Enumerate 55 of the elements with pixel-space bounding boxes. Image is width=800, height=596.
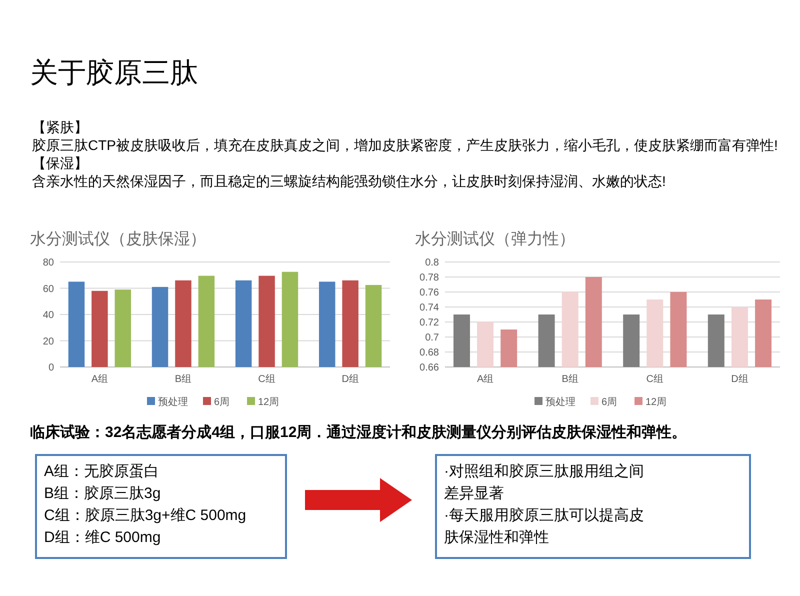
y-tick-label: 0.68 bbox=[420, 348, 440, 358]
y-tick-label: 20 bbox=[42, 336, 54, 348]
x-tick-label: A组 bbox=[91, 373, 108, 385]
bar bbox=[282, 272, 298, 367]
y-tick-label: 0.76 bbox=[420, 288, 440, 298]
legend-label: 12周 bbox=[646, 397, 667, 408]
bar bbox=[342, 280, 358, 367]
bar bbox=[175, 280, 192, 367]
x-tick-label: D组 bbox=[342, 373, 359, 385]
bar bbox=[318, 282, 336, 367]
bar bbox=[68, 282, 85, 367]
y-tick-label: 0.74 bbox=[420, 302, 440, 314]
text: C组：胶原三肽3g+维C 500mg bbox=[44, 507, 246, 524]
x-tick-label: C组 bbox=[258, 373, 276, 385]
text: 关于胶原三肽 bbox=[30, 57, 198, 88]
y-tick-label: 0.7 bbox=[425, 332, 440, 344]
chart-title: 水分测试仪（弹力性） bbox=[415, 230, 575, 248]
y-tick-label: 40 bbox=[42, 310, 54, 321]
x-tick-label: B组 bbox=[562, 373, 578, 385]
legend-label: 预处理 bbox=[158, 396, 188, 408]
text: B组：胶原三肽3g bbox=[44, 485, 161, 502]
text: 差异显著 bbox=[444, 485, 504, 502]
bar bbox=[114, 290, 132, 367]
y-tick-label: 0 bbox=[48, 362, 54, 374]
text: A组：无胶原蛋白 bbox=[44, 463, 160, 480]
x-tick-label: B组 bbox=[174, 373, 192, 385]
bar bbox=[152, 286, 168, 367]
bar bbox=[198, 276, 215, 367]
bar bbox=[258, 276, 275, 367]
text: ·对照组和胶原三肽服用组之间 bbox=[444, 463, 644, 480]
text: 肤保湿性和弹性 bbox=[444, 529, 549, 546]
text: 【保湿】 bbox=[32, 155, 88, 171]
bar bbox=[365, 284, 382, 367]
x-tick-label: D组 bbox=[731, 373, 748, 385]
x-tick-label: C组 bbox=[646, 373, 664, 385]
y-tick-label: 0.66 bbox=[420, 362, 440, 374]
text: 临床试验：32名志愿者分成4组，口服12周．通过湿度计和皮肤测量仪分别评估皮肤保湿性和弹性。 bbox=[30, 423, 687, 441]
x-tick-label: A组 bbox=[476, 373, 494, 385]
text: ·每天服用胶原三肽可以提高皮 bbox=[444, 507, 644, 524]
y-tick-label: 60 bbox=[42, 284, 54, 295]
y-tick-label: 0.78 bbox=[420, 272, 440, 284]
y-tick-label: 0.72 bbox=[420, 318, 440, 328]
y-tick-label: 0.8 bbox=[425, 258, 440, 268]
legend-label: 12周 bbox=[258, 397, 280, 408]
chart-title: 水分测试仪（皮肤保湿） bbox=[30, 230, 206, 248]
bar bbox=[92, 290, 108, 367]
legend-label: 预处理 bbox=[546, 396, 576, 408]
legend-label: 6周 bbox=[602, 397, 618, 408]
y-tick-label: 80 bbox=[42, 258, 54, 268]
text: 胶原三肽CTP被皮肤吸收后，填充在皮肤真皮之间，增加皮肤紧密度，产生皮肤张力，缩小毛孔，使皮肤紧绷而富有弹性! bbox=[32, 137, 778, 153]
text: 【紧肤】 bbox=[32, 119, 88, 135]
text: 含亲水性的天然保湿因子，而且稳定的三螺旋结构能强劲锁住水分，让皮肤时刻保持湿润、水嫩的状态! bbox=[32, 173, 666, 189]
legend-label: 6周 bbox=[214, 397, 230, 408]
text: D组：维C 500mg bbox=[44, 529, 161, 546]
bar bbox=[235, 280, 252, 367]
